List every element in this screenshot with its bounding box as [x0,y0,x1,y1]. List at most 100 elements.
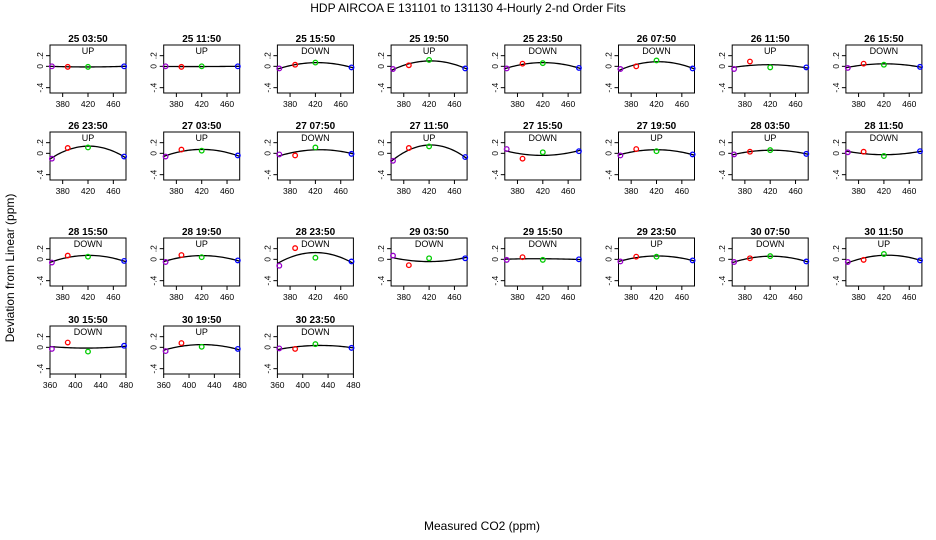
x-tick-label: 380 [56,186,70,196]
y-tick-label: -.4 [262,275,272,285]
y-axis-label: Deviation from Linear (ppm) [3,194,17,343]
x-tick-label: 380 [851,186,865,196]
fit-curve [277,251,354,265]
data-point [121,63,128,70]
data-point [746,148,753,155]
y-tick-label: .2 [376,245,386,252]
y-tick-label: 0 [35,64,45,69]
fit-curve [845,254,923,265]
data-point [539,256,546,263]
fit-curve [732,149,809,156]
panel-label: 30 19:50 [182,315,222,326]
data-point [575,64,582,71]
panel-label: 25 23:50 [523,34,563,45]
panel-direction: UP [650,239,663,249]
panel-direction: UP [82,46,95,56]
panel-direction: UP [423,133,436,143]
data-point [519,155,526,162]
x-tick-label: 380 [510,186,524,196]
y-tick-label: 0 [149,151,159,156]
y-tick-label: 0 [831,64,841,69]
data-point [767,253,774,260]
x-tick-label: 460 [561,186,575,196]
x-tick-label: 480 [346,380,360,390]
y-tick-label: 0 [490,151,500,156]
fit-curve [49,345,127,349]
panel-direction: UP [764,46,777,56]
x-tick-label: 440 [321,380,335,390]
x-tick-label: 460 [447,99,461,109]
panel-direction: DOWN [74,327,103,337]
data-point [276,65,283,72]
data-point [426,255,433,262]
panel-direction: UP [195,239,208,249]
x-tick-label: 420 [195,99,209,109]
panel-label: 28 11:50 [864,121,903,132]
y-tick-label: .2 [149,333,159,340]
fit-curve [390,60,468,72]
x-tick-label: 420 [536,292,550,302]
x-tick-label: 420 [763,186,777,196]
y-tick-label: -.4 [35,275,45,285]
data-point [48,63,55,70]
panel-label: 25 03:50 [68,34,108,45]
x-tick-label: 460 [675,292,689,302]
x-tick-label: 380 [397,292,411,302]
y-tick-label: .2 [831,245,841,252]
y-tick-label: .2 [376,52,386,59]
y-tick-label: -.4 [376,82,386,92]
panel-label: 27 07:50 [296,121,336,132]
data-point [803,64,810,71]
data-point [880,153,887,159]
x-tick-label: 380 [851,99,865,109]
panel-label: 26 15:50 [864,34,904,45]
y-tick-label: .2 [262,333,272,340]
data-point [880,251,887,257]
y-tick-label: .2 [717,52,727,59]
x-tick-label: 460 [675,99,689,109]
data-point [860,256,867,263]
x-tick-label: 460 [788,186,802,196]
x-tick-label: 380 [56,99,70,109]
y-tick-label: -.4 [149,275,159,285]
data-point [462,255,469,262]
y-tick-label: -.4 [717,169,727,179]
x-tick-label: 380 [397,99,411,109]
y-tick-label: 0 [717,257,727,262]
x-tick-label: 460 [788,99,802,109]
x-tick-label: 460 [220,186,234,196]
data-point [405,145,412,151]
data-point [162,63,169,70]
panel-label: 25 19:50 [409,34,449,45]
y-tick-label: 0 [35,151,45,156]
x-tick-label: 420 [763,99,777,109]
data-point [917,148,923,155]
y-tick-label: -.4 [149,169,159,179]
y-tick-label: -.4 [490,82,500,92]
y-tick-label: .2 [262,245,272,252]
y-tick-label: 0 [717,151,727,156]
data-point [746,255,753,262]
data-point [64,252,71,259]
x-tick-label: 420 [195,186,209,196]
data-point [617,152,624,159]
data-point [348,344,355,351]
data-point [178,340,185,347]
data-point [917,257,923,264]
fit-curve [732,255,809,264]
y-tick-label: .2 [35,245,45,252]
panel-label: 27 11:50 [410,121,449,132]
x-tick-label: 460 [675,186,689,196]
data-point [767,147,774,154]
x-tick-label: 460 [561,292,575,302]
data-point [803,150,810,157]
x-tick-label: 460 [334,186,348,196]
